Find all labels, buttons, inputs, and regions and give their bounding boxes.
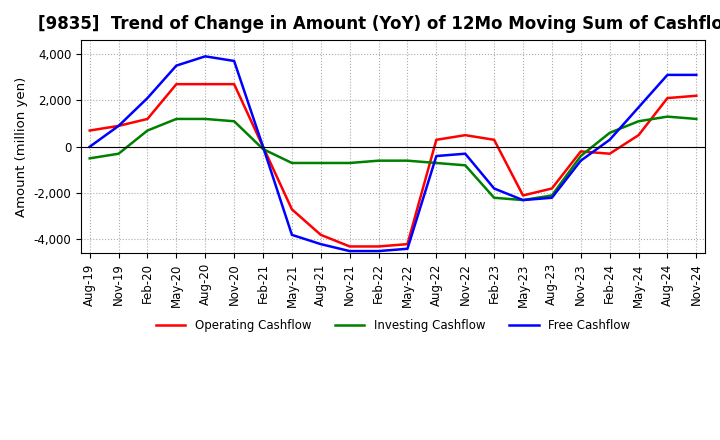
Operating Cashflow: [403, 242, 412, 247]
Operating Cashflow: [663, 95, 672, 101]
Free Cashflow: [374, 249, 383, 254]
Operating Cashflow: [114, 123, 123, 128]
Free Cashflow: [518, 198, 527, 203]
Free Cashflow: [461, 151, 469, 156]
Operating Cashflow: [461, 132, 469, 138]
Operating Cashflow: [201, 81, 210, 87]
Line: Operating Cashflow: Operating Cashflow: [90, 84, 696, 246]
Operating Cashflow: [606, 151, 614, 156]
Operating Cashflow: [432, 137, 441, 143]
Investing Cashflow: [634, 119, 643, 124]
Free Cashflow: [287, 232, 296, 238]
Investing Cashflow: [577, 154, 585, 159]
Operating Cashflow: [692, 93, 701, 99]
Operating Cashflow: [258, 144, 267, 150]
Title: [9835]  Trend of Change in Amount (YoY) of 12Mo Moving Sum of Cashflows: [9835] Trend of Change in Amount (YoY) o…: [38, 15, 720, 33]
Y-axis label: Amount (million yen): Amount (million yen): [15, 77, 28, 217]
Investing Cashflow: [143, 128, 152, 133]
Free Cashflow: [317, 242, 325, 247]
Free Cashflow: [577, 158, 585, 163]
Free Cashflow: [230, 59, 238, 64]
Operating Cashflow: [143, 116, 152, 121]
Free Cashflow: [86, 144, 94, 150]
Investing Cashflow: [548, 193, 557, 198]
Investing Cashflow: [230, 119, 238, 124]
Investing Cashflow: [258, 147, 267, 152]
Free Cashflow: [606, 137, 614, 143]
Operating Cashflow: [172, 81, 181, 87]
Investing Cashflow: [518, 198, 527, 203]
Operating Cashflow: [346, 244, 354, 249]
Operating Cashflow: [518, 193, 527, 198]
Investing Cashflow: [86, 156, 94, 161]
Investing Cashflow: [317, 160, 325, 165]
Investing Cashflow: [403, 158, 412, 163]
Operating Cashflow: [634, 132, 643, 138]
Operating Cashflow: [230, 81, 238, 87]
Legend: Operating Cashflow, Investing Cashflow, Free Cashflow: Operating Cashflow, Investing Cashflow, …: [151, 315, 635, 337]
Operating Cashflow: [548, 186, 557, 191]
Operating Cashflow: [86, 128, 94, 133]
Free Cashflow: [403, 246, 412, 251]
Free Cashflow: [490, 186, 498, 191]
Operating Cashflow: [317, 232, 325, 238]
Free Cashflow: [201, 54, 210, 59]
Investing Cashflow: [692, 116, 701, 121]
Operating Cashflow: [374, 244, 383, 249]
Investing Cashflow: [606, 130, 614, 136]
Operating Cashflow: [287, 207, 296, 212]
Free Cashflow: [548, 195, 557, 200]
Free Cashflow: [634, 105, 643, 110]
Investing Cashflow: [114, 151, 123, 156]
Investing Cashflow: [201, 116, 210, 121]
Free Cashflow: [114, 123, 123, 128]
Free Cashflow: [143, 95, 152, 101]
Investing Cashflow: [287, 160, 296, 165]
Free Cashflow: [346, 249, 354, 254]
Free Cashflow: [663, 72, 672, 77]
Free Cashflow: [258, 144, 267, 150]
Free Cashflow: [172, 63, 181, 68]
Investing Cashflow: [432, 160, 441, 165]
Investing Cashflow: [346, 160, 354, 165]
Line: Investing Cashflow: Investing Cashflow: [90, 117, 696, 200]
Free Cashflow: [692, 72, 701, 77]
Investing Cashflow: [663, 114, 672, 119]
Investing Cashflow: [172, 116, 181, 121]
Line: Free Cashflow: Free Cashflow: [90, 56, 696, 251]
Investing Cashflow: [374, 158, 383, 163]
Free Cashflow: [432, 154, 441, 159]
Investing Cashflow: [461, 163, 469, 168]
Operating Cashflow: [577, 149, 585, 154]
Investing Cashflow: [490, 195, 498, 200]
Operating Cashflow: [490, 137, 498, 143]
